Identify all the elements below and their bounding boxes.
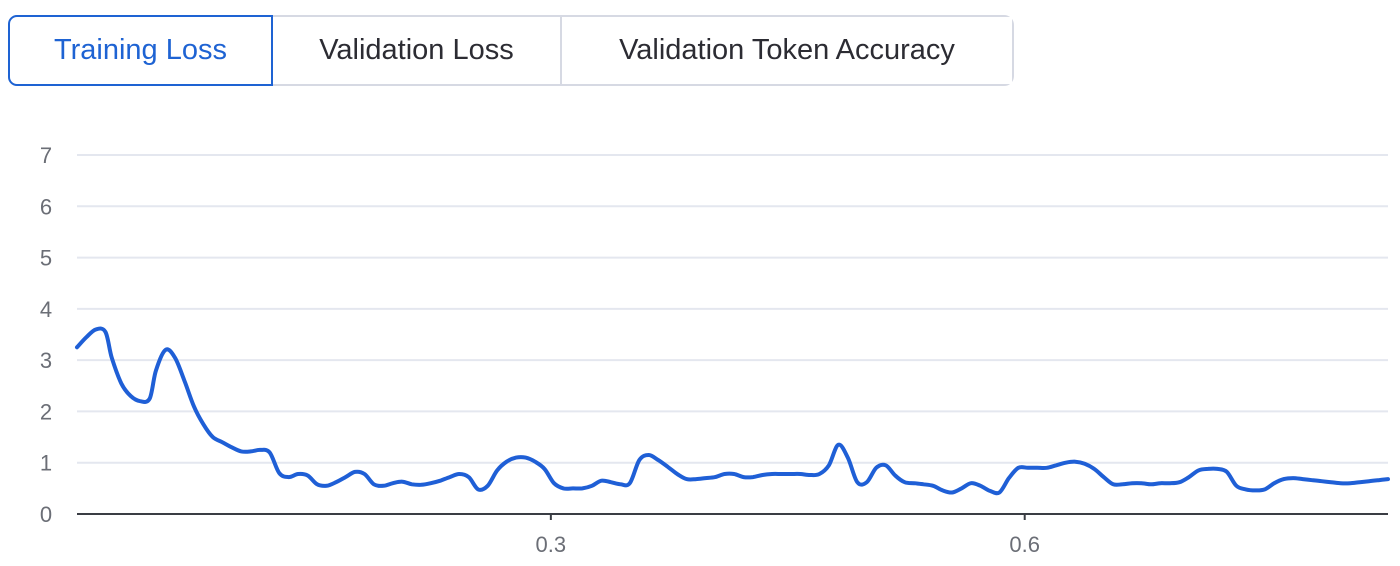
y-tick-label: 1 [40, 451, 52, 476]
y-tick-label: 6 [40, 194, 52, 219]
y-tick-label: 7 [40, 143, 52, 168]
x-tick-label: 0.3 [536, 532, 567, 557]
tab-training-loss[interactable]: Training Loss [8, 15, 273, 86]
grid-lines [77, 154, 1388, 464]
y-tick-label: 0 [40, 502, 52, 527]
tab-validation-loss[interactable]: Validation Loss [273, 17, 560, 84]
metric-tabs: Training Loss Validation Loss Validation… [8, 15, 1014, 86]
y-tick-label: 2 [40, 399, 52, 424]
series-line [75, 326, 1390, 496]
y-tick-label: 5 [40, 246, 52, 271]
x-tick-label: 0.6 [1009, 532, 1040, 557]
y-tick-label: 4 [40, 297, 52, 322]
y-tick-label: 3 [40, 348, 52, 373]
y-axis-ticks: 0 1 2 3 4 5 6 7 [40, 143, 52, 527]
x-axis-ticks: 0.3 0.6 [536, 514, 1040, 557]
tab-validation-token-accuracy[interactable]: Validation Token Accuracy [560, 17, 1012, 84]
